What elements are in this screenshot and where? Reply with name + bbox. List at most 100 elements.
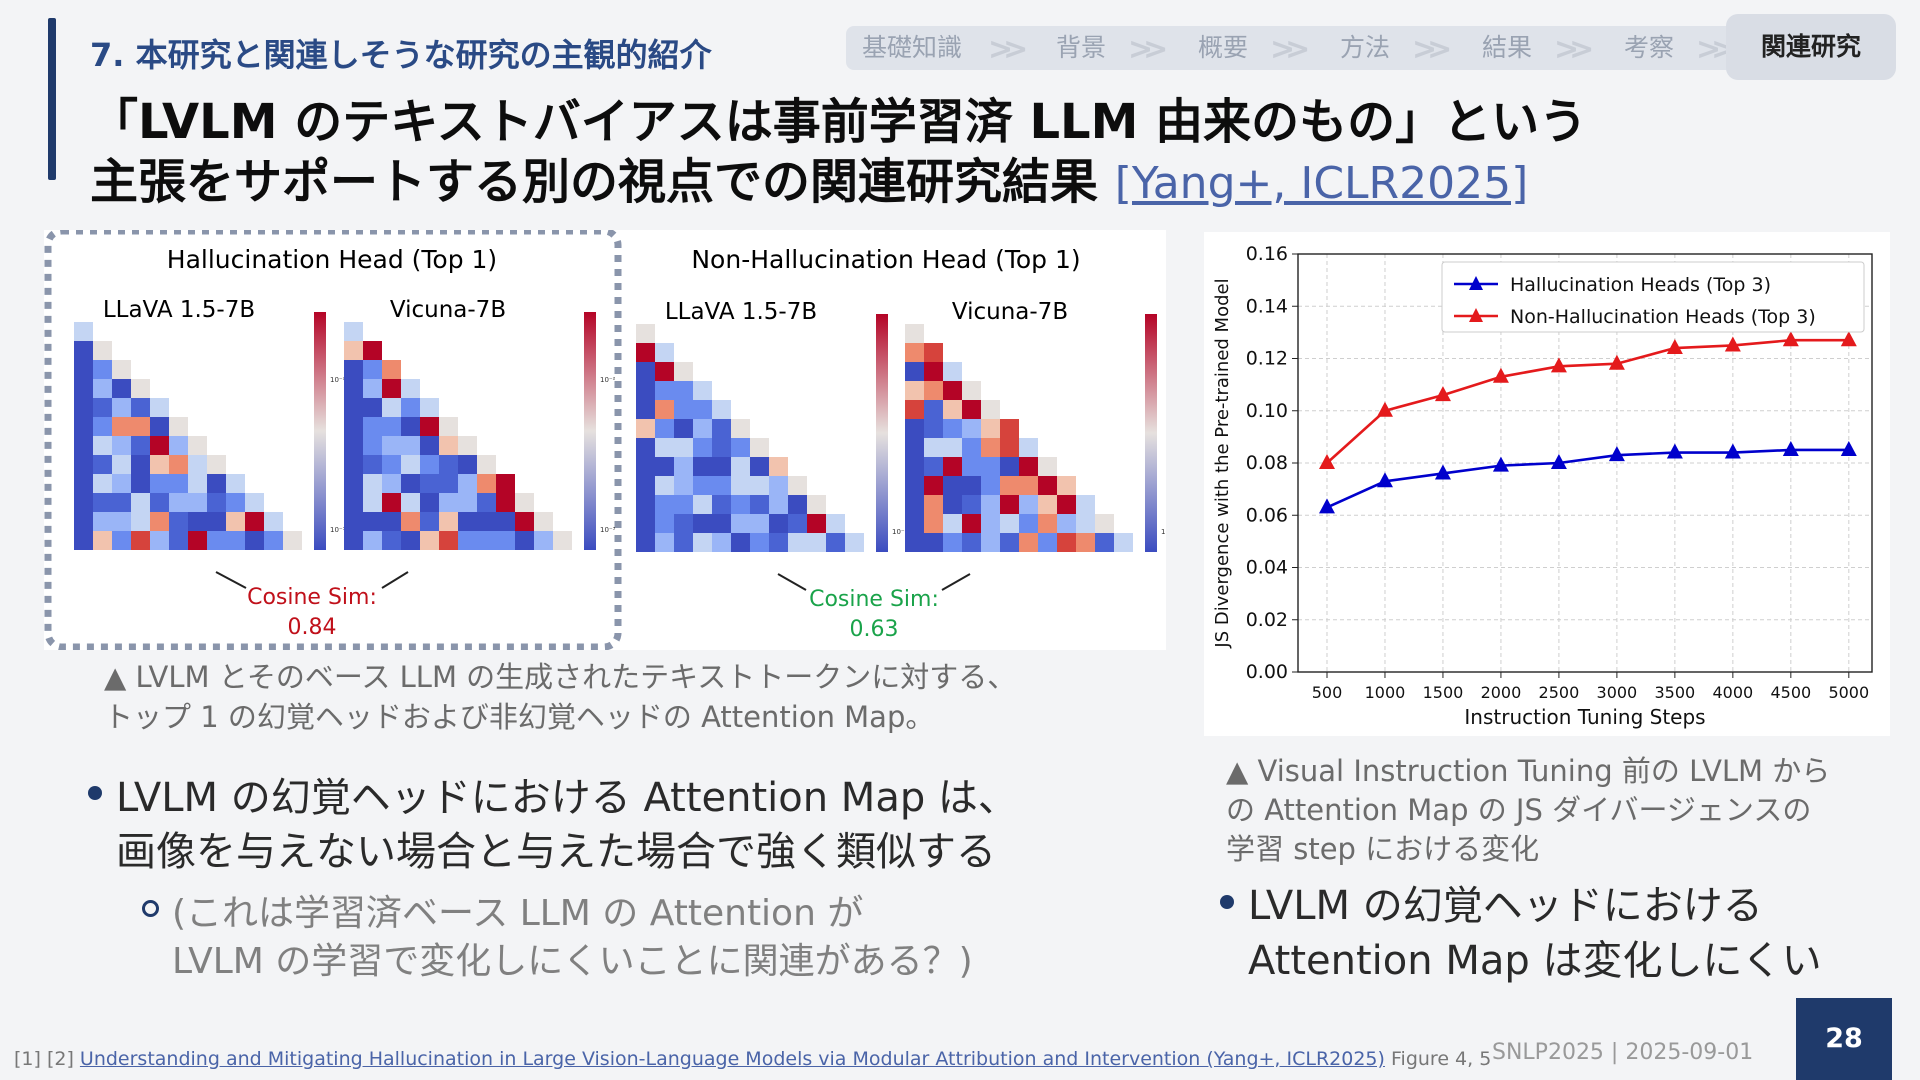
heatmap-cell [693, 419, 712, 438]
heatmap-cell [905, 419, 924, 438]
heatmap-cell [401, 417, 420, 436]
x-tick-label: 4000 [1712, 683, 1753, 702]
panel-title-hallucination: Hallucination Head (Top 1) [167, 245, 497, 274]
footer-meta: SNLP2025 | 2025-09-01 [1492, 1040, 1754, 1065]
heatmap-cell [382, 436, 401, 455]
heatmap-cell [245, 493, 264, 512]
cosine-sim-label-1: Cosine Sim: [247, 585, 377, 610]
heatmap-cell [420, 398, 439, 417]
data-point [1376, 472, 1393, 488]
heatmap-cell [264, 512, 283, 531]
heatmap-cell [769, 495, 788, 514]
title-line-2-text: 主張をサポートする別の視点での関連研究結果 [90, 154, 1099, 210]
nav-step-discussion[interactable]: 考察 [1623, 33, 1674, 62]
x-tick-label: 5000 [1828, 683, 1869, 702]
heatmap-cell [150, 474, 169, 493]
colorbar-tick-label: 10⁻³ [600, 526, 616, 534]
heatmap-cell [905, 362, 924, 381]
heatmap-cell [1038, 495, 1057, 514]
legend-label-1: Hallucination Heads (Top 3) [1510, 274, 1771, 296]
sub-bullet-line-1: (これは学習済ベース LLM の Attention が [172, 893, 864, 934]
heatmap-cell [1019, 533, 1038, 552]
heatmap-cell [750, 438, 769, 457]
heatmap-cell [1000, 419, 1019, 438]
heatmap-cell [731, 419, 750, 438]
footer-paper-link[interactable]: Understanding and Mitigating Hallucinati… [79, 1048, 1385, 1070]
heatmap-cell [750, 533, 769, 552]
right-caption-line-1: ▲ Visual Instruction Tuning 前の LVLM から [1226, 754, 1831, 788]
heatmap-cell [226, 493, 245, 512]
heatmap-cell [731, 533, 750, 552]
heatmap-cell [962, 476, 981, 495]
heatmap-cell [74, 398, 93, 417]
colorbar [1145, 314, 1157, 552]
heatmap-cell [769, 533, 788, 552]
heatmap-cell [905, 533, 924, 552]
x-axis-label: Instruction Tuning Steps [1464, 705, 1705, 729]
accent-bar [48, 18, 56, 180]
heatmap-cell [188, 455, 207, 474]
x-tick-label: 1500 [1423, 683, 1464, 702]
heatmap-cell [207, 474, 226, 493]
colorbar [584, 312, 596, 550]
heatmap-cell [496, 493, 515, 512]
heatmap-cell [674, 438, 693, 457]
heatmap-cell [458, 493, 477, 512]
attention-map-svg: Hallucination Head (Top 1) LLaVA 1.5-7B … [44, 227, 1177, 651]
heatmap-cell [981, 476, 1000, 495]
heatmap-cell [207, 512, 226, 531]
nav-step-basics[interactable]: 基礎知識 [861, 33, 962, 62]
nav-step-method[interactable]: 方法 [1339, 33, 1390, 62]
heatmap-cell [943, 476, 962, 495]
heatmap-cell [655, 457, 674, 476]
heatmap-cell [344, 493, 363, 512]
data-point [1318, 454, 1335, 469]
heatmap-cell [1019, 495, 1038, 514]
nav-step-related-work[interactable]: 関連研究 [1726, 14, 1896, 80]
heatmap-cell [93, 379, 112, 398]
heatmap-cell [924, 400, 943, 419]
citation-link[interactable]: [Yang+, ICLR2025] [1114, 158, 1529, 209]
heatmap-cell [363, 436, 382, 455]
page-number: 28 [1796, 998, 1892, 1080]
heatmap-cell [363, 493, 382, 512]
heatmap-cell [943, 495, 962, 514]
model-label-vicuna-2: Vicuna-7B [952, 299, 1068, 325]
heatmap-cell [712, 514, 731, 533]
heatmap-cell [93, 436, 112, 455]
heatmap-cell [363, 531, 382, 550]
heatmap-cell [112, 436, 131, 455]
heatmap-cell [74, 436, 93, 455]
colorbar-tick-label: 10⁻³ [330, 526, 346, 534]
data-point [1666, 339, 1683, 355]
heatmap-cell [553, 531, 572, 550]
nav-step-background[interactable]: 背景 [1055, 33, 1106, 62]
nav-step-overview[interactable]: 概要 [1197, 33, 1248, 62]
model-label-llava-2: LLaVA 1.5-7B [665, 299, 817, 325]
heatmap-cell [515, 493, 534, 512]
heatmap-cell [905, 457, 924, 476]
heatmap-cell [93, 417, 112, 436]
heatmap-cell [712, 533, 731, 552]
heatmap-cell [905, 400, 924, 419]
heatmap-cell [788, 514, 807, 533]
heatmap-cell [655, 533, 674, 552]
title-line-2: 主張をサポートする別の視点での関連研究結果 [Yang+, ICLR2025] [90, 152, 1587, 214]
heatmap-cell [693, 381, 712, 400]
heatmap-cell [207, 455, 226, 474]
heatmap-cell [636, 514, 655, 533]
heatmap-cell [655, 343, 674, 362]
heatmap-cell [1000, 533, 1019, 552]
attention-heatmap: 10⁻² 10⁻³ [74, 312, 346, 550]
nav-step-results[interactable]: 結果 [1481, 33, 1532, 62]
heatmap-cell [112, 417, 131, 436]
heatmap-cell [131, 379, 150, 398]
heatmap-cell [188, 474, 207, 493]
heatmap-cell [712, 438, 731, 457]
heatmap-cell [74, 474, 93, 493]
heatmap-cell [1114, 533, 1133, 552]
heatmap-cell [169, 493, 188, 512]
data-point [1608, 446, 1625, 462]
heatmap-cell [112, 512, 131, 531]
heatmap-cell [769, 476, 788, 495]
